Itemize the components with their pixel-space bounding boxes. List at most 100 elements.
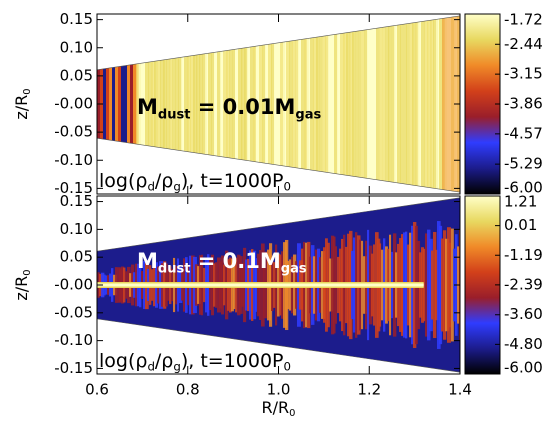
field-texture bbox=[199, 15, 203, 193]
panel-label: log(ρd/ρg), t=1000P0 bbox=[99, 350, 291, 374]
field-texture bbox=[265, 15, 270, 193]
field-texture bbox=[298, 15, 302, 193]
field-texture bbox=[355, 15, 359, 193]
colorbar-tick-label: -5.29 bbox=[504, 155, 543, 173]
field-texture bbox=[205, 15, 210, 193]
field-texture bbox=[429, 238, 433, 332]
text-part: /ρ bbox=[155, 170, 173, 192]
x-tick-label: 1.2 bbox=[357, 381, 381, 399]
field-texture bbox=[214, 15, 219, 193]
field-texture bbox=[217, 15, 221, 193]
field-texture bbox=[223, 15, 228, 193]
field-texture bbox=[433, 231, 437, 339]
field-texture bbox=[427, 15, 432, 193]
field-texture bbox=[238, 15, 243, 193]
y-axis-label: z/R0 bbox=[12, 269, 33, 300]
field-texture bbox=[447, 227, 451, 343]
field-texture bbox=[406, 15, 410, 193]
field-texture bbox=[370, 15, 375, 193]
field-texture bbox=[379, 15, 383, 193]
field-texture bbox=[415, 15, 420, 193]
field-texture bbox=[412, 15, 417, 193]
y-tick-label: -0.15 bbox=[54, 179, 93, 197]
field-texture bbox=[202, 15, 207, 193]
field-texture bbox=[277, 15, 282, 193]
field-texture bbox=[250, 15, 255, 193]
field-texture bbox=[247, 15, 251, 193]
field-texture bbox=[133, 15, 138, 193]
text-part: log(ρ bbox=[99, 170, 147, 192]
field-texture bbox=[241, 15, 246, 193]
field-texture bbox=[424, 15, 429, 193]
field-texture bbox=[220, 15, 225, 193]
field-texture bbox=[262, 15, 266, 193]
field-texture bbox=[169, 15, 173, 193]
colorbar-tick-label: 1.21 bbox=[504, 193, 537, 211]
field-texture bbox=[136, 15, 141, 193]
field-texture bbox=[121, 15, 125, 193]
y-tick-label: 0.05 bbox=[60, 66, 93, 84]
x-tick-label: 0.8 bbox=[176, 381, 200, 399]
text-part: R/R bbox=[262, 398, 290, 417]
x-tick-label: 0.6 bbox=[85, 381, 109, 399]
text-part: log(ρ bbox=[99, 350, 147, 372]
subscript: dust bbox=[158, 107, 191, 122]
field-texture bbox=[109, 15, 114, 193]
field-texture bbox=[259, 15, 263, 193]
colorbar-tick-label: -4.80 bbox=[504, 335, 543, 353]
field-texture bbox=[106, 15, 111, 193]
subscript: dust bbox=[158, 261, 191, 276]
colorbar-tick-label: -4.57 bbox=[504, 124, 543, 142]
field-texture bbox=[367, 15, 371, 193]
field-texture bbox=[208, 15, 212, 193]
field-texture bbox=[425, 233, 429, 337]
field-texture bbox=[442, 15, 460, 193]
field-texture bbox=[436, 15, 440, 193]
field-texture bbox=[376, 15, 380, 193]
field-texture bbox=[427, 229, 431, 341]
y-tick-label: -0.00 bbox=[54, 95, 93, 113]
x-tick-label: 1.0 bbox=[267, 381, 291, 399]
field-texture bbox=[97, 283, 424, 287]
field-texture bbox=[268, 15, 272, 193]
text-part: z/R bbox=[12, 95, 31, 120]
field-texture bbox=[307, 15, 312, 193]
subscript: 0 bbox=[22, 88, 33, 94]
field-texture bbox=[163, 15, 167, 193]
field-texture bbox=[274, 15, 279, 193]
annotation: Mdust = 0.01Mgas bbox=[137, 95, 322, 122]
x-axis-label: R/R0 bbox=[262, 398, 296, 419]
field-texture bbox=[322, 15, 327, 193]
subscript: gas bbox=[281, 261, 307, 276]
text-part: = 0.1M bbox=[190, 249, 280, 273]
field-texture bbox=[244, 15, 248, 193]
y-tick-label: -0.15 bbox=[54, 359, 93, 377]
field-texture bbox=[160, 15, 165, 193]
panel-label: log(ρd/ρg), t=1000P0 bbox=[99, 170, 291, 194]
field-texture bbox=[127, 15, 132, 193]
field-texture bbox=[283, 15, 287, 193]
field-texture bbox=[229, 15, 233, 193]
subscript: d bbox=[147, 359, 154, 373]
field-texture bbox=[319, 15, 323, 193]
field-texture bbox=[157, 15, 161, 193]
text-part: = 0.01M bbox=[190, 95, 295, 119]
field-texture bbox=[349, 15, 354, 193]
field-texture bbox=[115, 15, 119, 193]
field-texture bbox=[385, 15, 390, 193]
field-texture bbox=[403, 15, 407, 193]
colorbar-tick-label: -3.60 bbox=[504, 305, 543, 323]
field-texture bbox=[340, 15, 345, 193]
y-tick-label: 0.15 bbox=[60, 10, 93, 28]
field-texture bbox=[430, 15, 434, 193]
colorbar-tick-label: -6.00 bbox=[504, 359, 543, 377]
field-texture bbox=[142, 15, 146, 193]
y-axis-label: z/R0 bbox=[12, 88, 33, 119]
subscript: d bbox=[147, 179, 154, 193]
field-texture bbox=[439, 225, 443, 345]
field-texture bbox=[346, 15, 351, 193]
y-tick-label: 0.05 bbox=[60, 248, 93, 266]
field-texture bbox=[437, 221, 441, 349]
